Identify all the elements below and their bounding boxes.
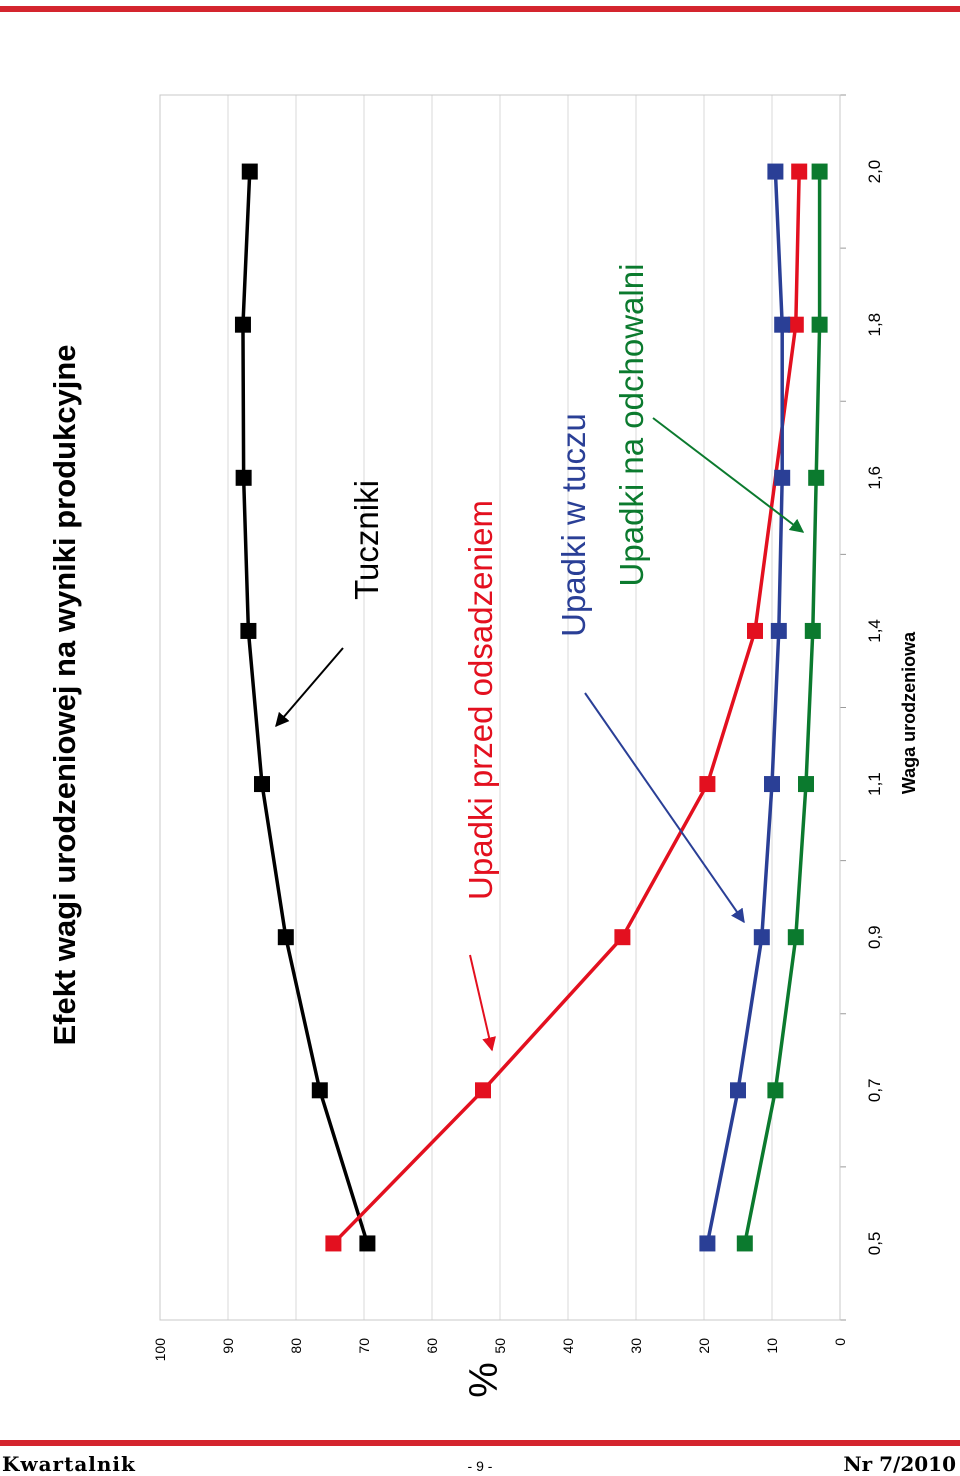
- y-tick-label: 80: [288, 1338, 304, 1354]
- series-tuczniki: [234, 163, 376, 1252]
- data-point: [753, 929, 770, 946]
- annotation-arrow: [469, 954, 496, 1052]
- annotation-label: Tuczniki: [348, 480, 385, 600]
- y-axis-label: %: [462, 1362, 506, 1398]
- annotation-arrow: [275, 647, 344, 728]
- issue-number: Nr 7/2010: [843, 1452, 956, 1476]
- y-tick-label: 90: [220, 1338, 236, 1354]
- y-tick-label: 0: [832, 1338, 848, 1346]
- data-point: [241, 163, 258, 180]
- data-point: [475, 1082, 491, 1099]
- data-point: [699, 776, 716, 793]
- annotation-arrow: [584, 692, 745, 924]
- series-upadki-przed-odsadzeniem: [325, 163, 808, 1252]
- series-line: [743, 171, 822, 1244]
- data-point: [767, 163, 784, 180]
- series-upadki-na-odchowalni: [736, 163, 828, 1252]
- data-point: [325, 1235, 342, 1252]
- data-point: [811, 316, 828, 333]
- data-point: [770, 622, 787, 639]
- data-point: [767, 1082, 784, 1099]
- data-point: [808, 469, 825, 486]
- data-point: [774, 316, 791, 333]
- plot-frame: [159, 94, 841, 1321]
- x-axis-label: Waga urodzeniowa: [899, 631, 919, 794]
- grid-layer: [159, 94, 846, 1321]
- page-number: - 9 -: [467, 1458, 493, 1474]
- annotation-layer: Tuczniki Upadki przed odsadzeniem Upadki w…: [275, 264, 805, 1052]
- data-point: [240, 622, 257, 639]
- x-tick-label: 0,5: [865, 1232, 884, 1256]
- x-tick-label: 1,6: [865, 466, 884, 490]
- data-point: [730, 1082, 746, 1099]
- x-tick-label: 0,9: [865, 925, 884, 949]
- chart-title: Efekt wagi urodzeniowej na wyniki produk…: [47, 344, 82, 1045]
- y-tick-label: 60: [424, 1338, 440, 1354]
- annotation-label: Upadki na odchowalni: [613, 264, 650, 587]
- data-point: [747, 622, 763, 639]
- bottom-rule: [0, 1440, 960, 1446]
- data-point: [791, 163, 808, 180]
- series-line: [705, 171, 784, 1244]
- data-point: [614, 929, 631, 946]
- annotation-arrow: [652, 417, 805, 533]
- x-tick-labels: 0,5 0,7 0,9 1,1 1,4 1,6 1,8 2,0: [865, 160, 884, 1256]
- series-upadki-w-tuczu: [699, 163, 791, 1252]
- y-tick-label: 30: [628, 1338, 644, 1354]
- publication-name: Kwartalnik: [2, 1452, 136, 1476]
- data-point: [764, 776, 780, 793]
- y-tick-label: 50: [492, 1338, 508, 1354]
- data-point: [787, 316, 804, 333]
- data-point: [359, 1235, 376, 1252]
- x-tick-label: 1,4: [865, 619, 884, 643]
- annotation-label: Upadki w tuczu: [555, 413, 592, 637]
- y-tick-label: 100: [152, 1338, 168, 1362]
- data-point: [736, 1235, 753, 1252]
- chart: 0 10 20 30 40 50 60 70 80 90 100 0,5 0,7 0,9 1,1 1,4 1,…: [47, 94, 919, 1398]
- y-tick-label: 10: [764, 1338, 780, 1354]
- x-tick-label: 1,1: [865, 772, 884, 796]
- y-tick-labels: 0 10 20 30 40 50 60 70 80 90 100: [152, 1338, 848, 1362]
- series-line: [241, 171, 370, 1244]
- data-point: [311, 1082, 328, 1099]
- series-line: [332, 171, 801, 1245]
- y-tick-label: 70: [356, 1338, 372, 1354]
- y-tick-label: 20: [696, 1338, 712, 1354]
- data-point: [804, 622, 821, 639]
- x-tick-label: 1,8: [865, 313, 884, 337]
- x-tick-label: 2,0: [865, 160, 884, 184]
- data-point: [787, 929, 804, 946]
- x-tick-label: 0,7: [865, 1078, 884, 1102]
- top-rule: [0, 6, 960, 12]
- data-point: [699, 1235, 716, 1252]
- data-point: [798, 776, 814, 793]
- data-point: [254, 776, 270, 793]
- annotation-label: Upadki przed odsadzeniem: [462, 500, 499, 900]
- series-layer: [234, 163, 828, 1252]
- data-point: [811, 163, 828, 180]
- data-point: [234, 316, 251, 333]
- data-point: [235, 469, 252, 486]
- data-point: [277, 929, 294, 946]
- data-point: [774, 469, 791, 486]
- y-tick-label: 40: [560, 1338, 576, 1354]
